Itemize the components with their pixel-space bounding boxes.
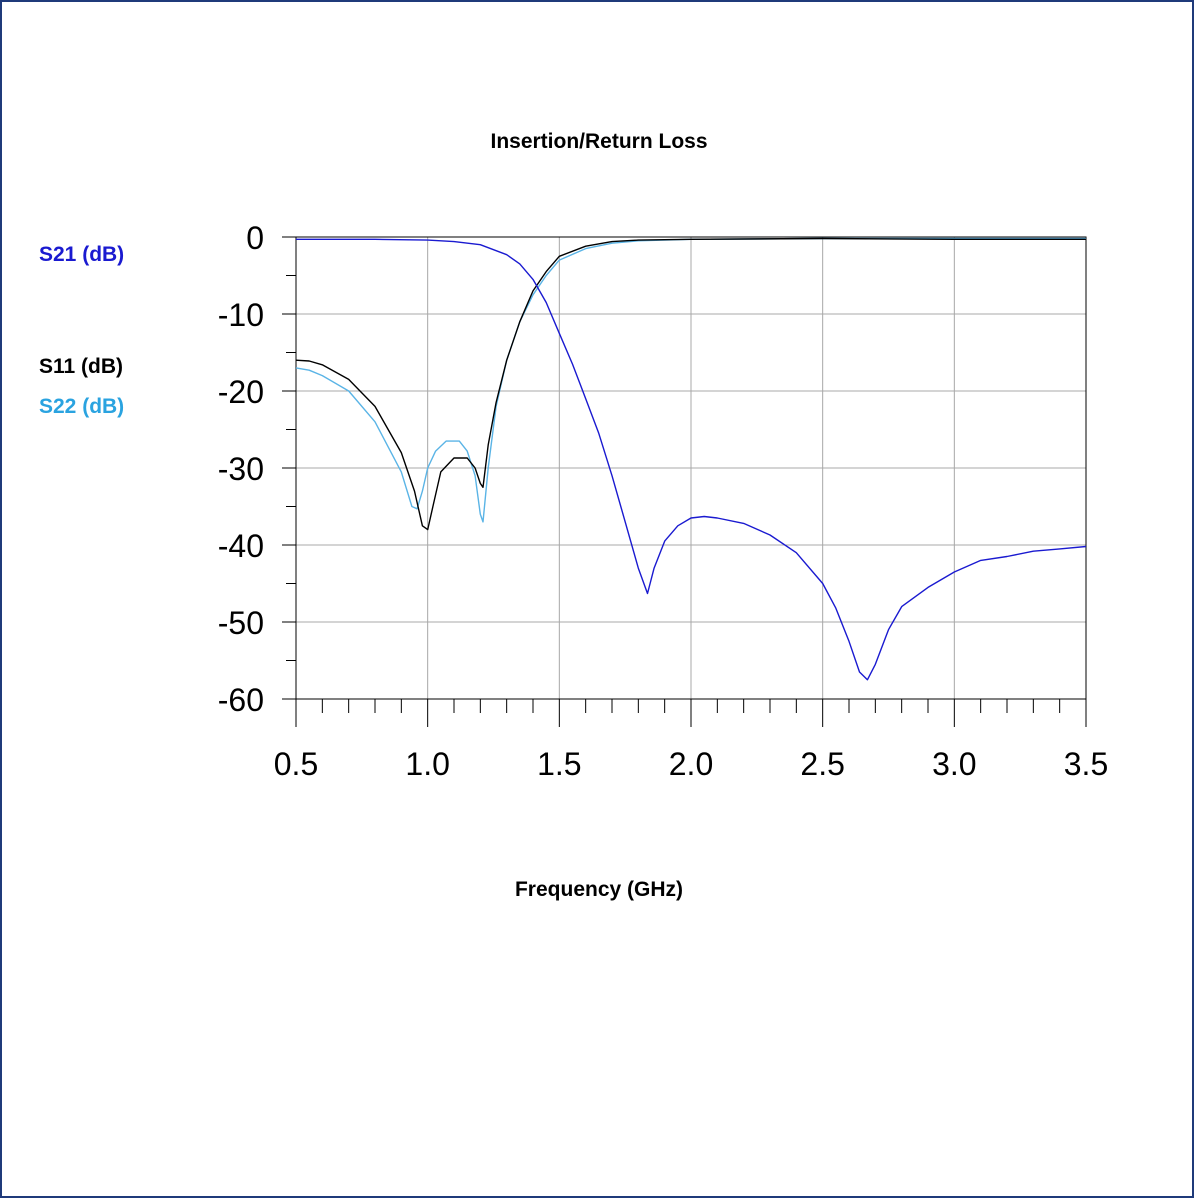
x-axis-label: Frequency (GHz) xyxy=(514,878,684,901)
chart-title: Insertion/Return Loss xyxy=(490,130,708,153)
y-tick-label: -50 xyxy=(218,605,264,641)
x-tick-label: 2.0 xyxy=(669,746,713,782)
series-line-s22 xyxy=(295,237,1086,523)
legend-s11: S11 (dB) xyxy=(39,355,124,378)
x-tick-label: 1.5 xyxy=(537,746,581,782)
legend-s21: S21 (dB) xyxy=(39,243,125,266)
x-tick-label: 3.0 xyxy=(932,746,976,782)
x-tick-label: 3.5 xyxy=(1064,746,1108,782)
x-tick-label: 1.0 xyxy=(405,746,449,782)
x-tick-label: 0.5 xyxy=(274,746,318,782)
series-line-s11 xyxy=(295,237,1086,531)
y-tick-label: -60 xyxy=(218,682,264,718)
legend-s22: S22 (dB) xyxy=(39,395,125,418)
y-tick-label: -20 xyxy=(218,374,264,410)
y-tick-label: 0 xyxy=(246,220,264,256)
y-tick-label: -10 xyxy=(218,297,264,333)
series-line-s21 xyxy=(296,238,1087,681)
x-tick-label: 2.5 xyxy=(800,746,844,782)
y-tick-label: -40 xyxy=(218,528,264,564)
y-tick-label: -30 xyxy=(218,451,264,487)
